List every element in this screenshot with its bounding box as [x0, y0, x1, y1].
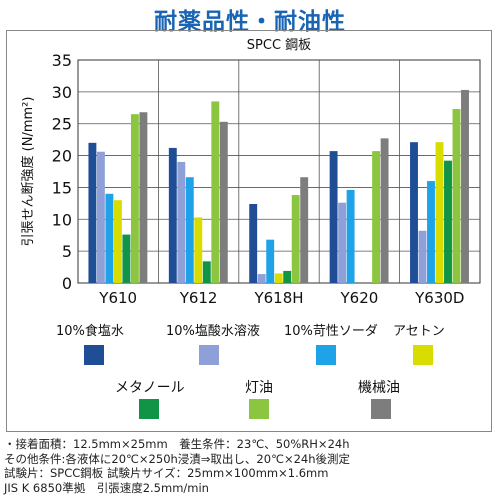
legend-swatch: [84, 345, 104, 365]
bar-y612-1: [177, 161, 186, 283]
bar-y612-4: [202, 261, 211, 283]
legend-label: メタノール: [115, 380, 185, 396]
bar-y618h-3: [274, 273, 283, 283]
legend-swatch: [139, 399, 159, 419]
bar-y612-2: [185, 177, 194, 283]
x-tick-label: Y620: [340, 289, 379, 307]
y-tick-label: 30: [52, 83, 72, 102]
note-line: 試験片：SPCC鋼板 試験片サイズ：25mm×100mm×1.6mm: [4, 466, 329, 480]
bar-y630d-2: [427, 181, 435, 283]
bar-y618h-2: [266, 239, 275, 283]
bar-y610-3: [113, 200, 122, 283]
legend-label: 機械油: [358, 380, 400, 396]
bar-chart: SPCC 鋼板 0 5 10 15 20 25 30 35 引張せん断強度 (N/mm²) Y610…: [20, 38, 481, 307]
y-tick-label: 25: [52, 115, 72, 134]
chart-title: SPCC 鋼板: [247, 38, 311, 53]
y-tick-label: 0: [62, 274, 72, 293]
y-tick-label: 5: [62, 242, 72, 261]
x-tick-label: Y612: [179, 289, 218, 307]
bar-y620-0: [329, 151, 338, 283]
legend-swatch: [249, 399, 269, 419]
x-tick-label: Y610: [98, 289, 137, 307]
bar-y618h-4: [283, 270, 292, 283]
legend-label: アセトン: [393, 324, 445, 339]
test-conditions-notes: ・接着面積：12.5mm×25mm 養生条件：23℃、50%RH×24h その他…: [4, 437, 496, 495]
bar-y618h-0: [249, 203, 258, 283]
legend-swatch: [199, 345, 219, 365]
note-line: JIS K 6850準拠 引張速度2.5mm/min: [4, 480, 209, 495]
bar-y612-6: [219, 121, 228, 283]
note-line: ・接着面積：12.5mm×25mm 養生条件：23℃、50%RH×24h: [4, 437, 350, 451]
legend-label: 10%食塩水: [56, 324, 124, 339]
bar-y620-1: [338, 202, 347, 283]
bar-y630d-4: [444, 160, 452, 283]
note-line: その他条件:各液体に20℃×250h浸漬⇒取出し、20℃×24h後測定: [4, 451, 351, 466]
bar-y620-2: [346, 189, 355, 283]
y-tick-label: 35: [52, 51, 72, 70]
bar-y630d-5: [452, 109, 461, 283]
legend-label: 灯油: [245, 380, 273, 396]
y-tick-label: 15: [52, 178, 72, 197]
bar-y630d-6: [461, 89, 469, 283]
bar-y610-1: [96, 151, 105, 283]
legend-swatch: [316, 345, 336, 365]
bar-y610-0: [88, 142, 97, 283]
bar-y630d-3: [435, 142, 444, 283]
y-axis-label: 引張せん断強度 (N/mm²): [20, 97, 36, 247]
y-tick-label: 10: [52, 210, 72, 229]
x-tick-label: Y630D: [414, 289, 464, 307]
bar-y618h-1: [257, 274, 266, 283]
chart-panel: [6, 30, 492, 432]
bar-y610-6: [139, 112, 148, 283]
bar-y618h-6: [300, 177, 309, 283]
legend-swatch: [371, 399, 391, 419]
x-tick-label: Y618H: [253, 289, 303, 307]
bar-y620-5: [372, 151, 381, 283]
bar-y630d-0: [410, 142, 418, 283]
bar-y610-5: [130, 114, 139, 284]
bar-y612-3: [194, 217, 203, 283]
bar-y630d-1: [418, 230, 427, 283]
y-tick-label: 20: [52, 147, 72, 166]
legend-label: 10%苛性ソーダ: [284, 324, 378, 339]
bar-y618h-5: [291, 195, 300, 283]
bar-y610-4: [122, 234, 131, 283]
bar-y620-6: [380, 138, 389, 283]
bar-y612-0: [168, 147, 177, 283]
legend-swatch: [413, 345, 433, 365]
bar-y612-5: [211, 101, 220, 284]
legend-label: 10%塩酸水溶液: [166, 324, 260, 339]
bar-y610-2: [105, 193, 114, 283]
